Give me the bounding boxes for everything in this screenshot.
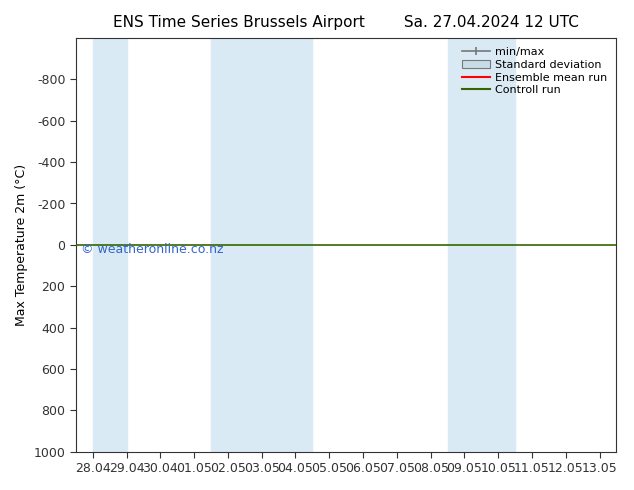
Y-axis label: Max Temperature 2m (°C): Max Temperature 2m (°C) [15,164,28,326]
Bar [93,38,127,452]
Bar [448,38,515,452]
Bar [211,38,313,452]
Legend: min/max, Standard deviation, Ensemble mean run, Controll run: min/max, Standard deviation, Ensemble me… [458,44,611,98]
Text: © weatheronline.co.nz: © weatheronline.co.nz [81,243,224,256]
Title: ENS Time Series Brussels Airport        Sa. 27.04.2024 12 UTC: ENS Time Series Brussels Airport Sa. 27.… [113,15,579,30]
